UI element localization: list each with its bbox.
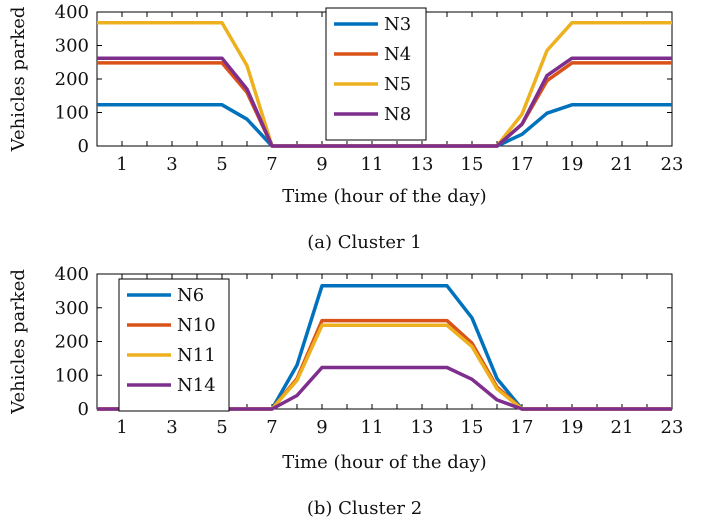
x-tick-label: 23: [661, 154, 684, 175]
x-tick-label: 7: [266, 154, 277, 175]
y-axis-label: Vehicles parked: [8, 7, 29, 153]
chart-caption: (a) Cluster 1: [307, 232, 422, 253]
x-tick-label: 15: [461, 417, 484, 438]
x-tick-label: 13: [411, 417, 434, 438]
x-axis-label: Time (hour of the day): [282, 186, 486, 207]
legend-label-n4: N4: [384, 44, 411, 65]
y-axis-label: Vehicles parked: [8, 269, 29, 415]
y-tick-label: 200: [55, 332, 89, 353]
y-tick-label: 200: [55, 69, 89, 90]
x-tick-label: 3: [166, 417, 177, 438]
x-tick-label: 19: [561, 417, 584, 438]
y-tick-label: 0: [78, 136, 89, 157]
chart-caption: (b) Cluster 2: [307, 498, 422, 519]
series-line-n14: [97, 365, 672, 411]
x-tick-label: 3: [166, 154, 177, 175]
y-tick-label: 0: [78, 399, 89, 420]
y-tick-label: 300: [55, 36, 89, 57]
x-tick-label: 5: [216, 154, 227, 175]
x-tick-label: 21: [611, 154, 634, 175]
legend-box: [118, 278, 230, 412]
series-line-n8: [97, 56, 672, 148]
legend-label-n5: N5: [384, 74, 411, 95]
legend-label-n6: N6: [177, 285, 204, 306]
x-tick-label: 19: [561, 154, 584, 175]
x-tick-label: 17: [511, 154, 534, 175]
legend-label-n3: N3: [384, 14, 411, 35]
y-tick-label: 100: [55, 103, 89, 124]
legend-label-n10: N10: [177, 315, 216, 336]
x-tick-label: 1: [116, 154, 127, 175]
x-tick-label: 9: [316, 417, 327, 438]
x-tick-label: 15: [461, 154, 484, 175]
y-tick-label: 400: [55, 264, 89, 285]
x-axis-label: Time (hour of the day): [282, 452, 486, 473]
x-tick-label: 1: [116, 417, 127, 438]
x-tick-label: 9: [316, 154, 327, 175]
x-tick-label: 21: [611, 417, 634, 438]
y-tick-label: 300: [55, 298, 89, 319]
legend-box: [325, 7, 427, 141]
y-tick-label: 100: [55, 365, 89, 386]
x-tick-label: 13: [411, 154, 434, 175]
legend-label-n11: N11: [177, 345, 216, 366]
x-tick-label: 7: [266, 417, 277, 438]
x-tick-label: 5: [216, 417, 227, 438]
legend-label-n8: N8: [384, 104, 411, 125]
x-tick-label: 11: [361, 417, 384, 438]
y-tick-label: 400: [55, 2, 89, 23]
x-tick-label: 17: [511, 417, 534, 438]
series-line-n6: [97, 284, 672, 411]
legend-label-n14: N14: [177, 375, 216, 396]
x-tick-label: 23: [661, 417, 684, 438]
series-line-n11: [97, 323, 672, 411]
x-tick-label: 11: [361, 154, 384, 175]
